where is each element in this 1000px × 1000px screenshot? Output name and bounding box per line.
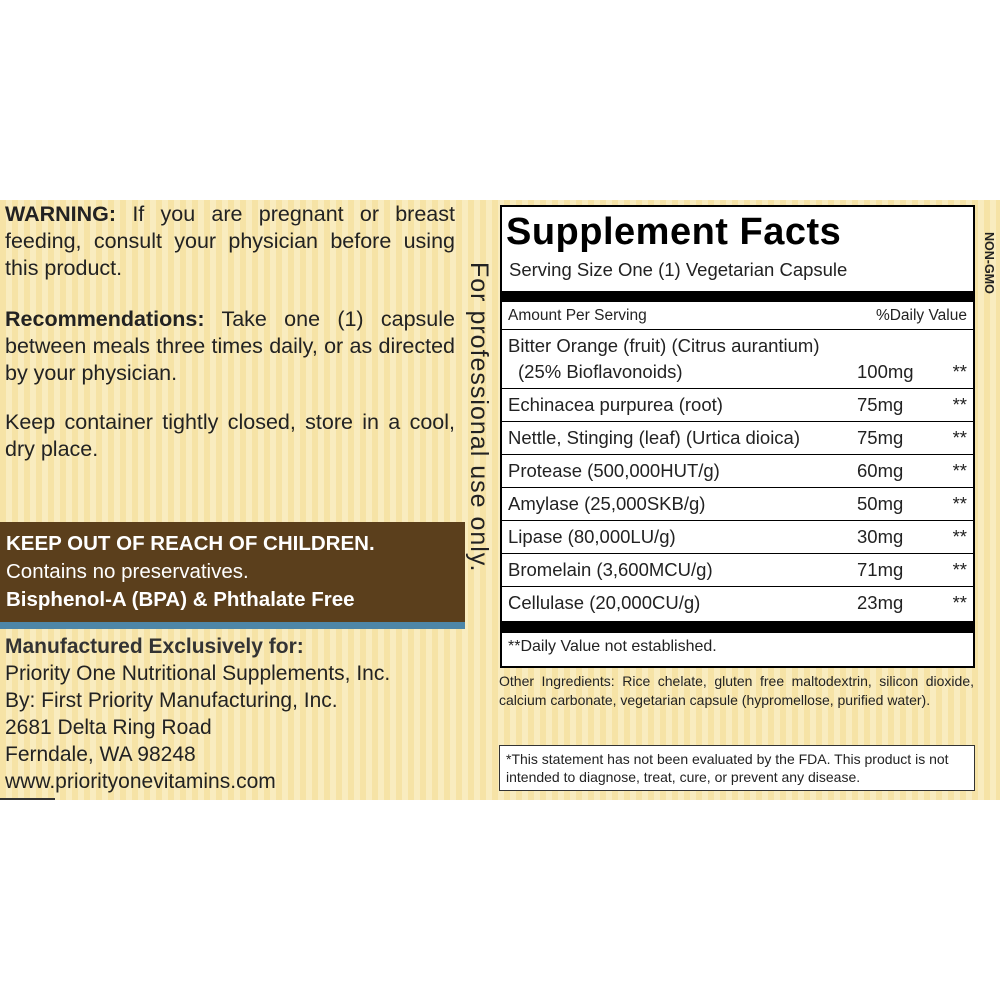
fda-statement: *This statement has not been evaluated b…: [499, 745, 975, 791]
ingredient-name: Bitter Orange (fruit) (Citrus aurantium)…: [508, 333, 857, 385]
facts-row: Echinacea purpurea (root) 75mg **: [502, 388, 973, 421]
ingredient-line: Bitter Orange (fruit) (Citrus aurantium): [508, 335, 820, 356]
ingredient-amount: 71mg: [857, 559, 904, 580]
warning: WARNING: If you are pregnant or breast f…: [5, 201, 455, 282]
band-line: KEEP OUT OF REACH OF CHILDREN.: [6, 532, 375, 555]
ingredient-name: Protease (500,000HUT/g): [508, 458, 857, 484]
ingredient-name: Bromelain (3,600MCU/g): [508, 557, 857, 583]
thick-bar: [502, 291, 973, 302]
other-ingredients: Other Ingredients: Rice chelate, gluten …: [499, 673, 974, 708]
children-band: KEEP OUT OF REACH OF CHILDREN. Contains …: [0, 522, 465, 622]
storage: Keep container tightly closed, store in …: [5, 410, 455, 461]
band-line: Bisphenol-A (BPA) & Phthalate Free: [6, 588, 355, 611]
facts-row: Bromelain (3,600MCU/g) 71mg **: [502, 553, 973, 586]
ingredient-dv: **: [952, 592, 967, 613]
ingredient-amount: 30mg: [857, 526, 904, 547]
manufacturer-line: By: First Priority Manufacturing, Inc.: [5, 689, 338, 712]
facts-row: Protease (500,000HUT/g) 60mg **: [502, 454, 973, 487]
ingredient-amount: 100mg: [857, 361, 914, 382]
ingredient-amount: 75mg: [857, 427, 904, 448]
warning-text: If you are pregnant or breast feeding, c…: [5, 202, 455, 280]
manufacturer-line: Priority One Nutritional Supplements, In…: [5, 662, 391, 685]
recommendations: Recommendations: Take one (1) capsule be…: [5, 306, 455, 387]
ingredient-line: Protease (500,000HUT/g): [508, 460, 720, 481]
ingredient-name: Nettle, Stinging (leaf) (Urtica dioica): [508, 425, 857, 451]
ingredient-name: Echinacea purpurea (root): [508, 392, 857, 418]
ingredient-name: Amylase (25,000SKB/g): [508, 491, 857, 517]
ingredient-dv: **: [952, 559, 967, 580]
warning-label: WARNING:: [5, 202, 117, 226]
edge-line: [0, 798, 55, 800]
facts-title: Supplement Facts: [506, 211, 842, 253]
header-amount: Amount Per Serving: [508, 307, 647, 324]
serving-size: Serving Size One (1) Vegetarian Capsule: [509, 259, 848, 280]
ingredient-dv: **: [952, 460, 967, 481]
facts-row: Bitter Orange (fruit) (Citrus aurantium)…: [502, 329, 973, 388]
ingredient-line: Bromelain (3,600MCU/g): [508, 559, 713, 580]
ingredient-line: Amylase (25,000SKB/g): [508, 493, 706, 514]
non-gmo: NON-GMO: [982, 232, 996, 294]
facts-rows: Bitter Orange (fruit) (Citrus aurantium)…: [502, 329, 973, 619]
ingredient-line: (25% Bioflavonoids): [518, 361, 683, 382]
ingredient-name: Cellulase (20,000CU/g): [508, 590, 857, 616]
header-daily-value: %Daily Value: [875, 307, 967, 324]
ingredient-name: Lipase (80,000LU/g): [508, 524, 857, 550]
ingredient-dv: **: [952, 526, 967, 547]
ingredient-amount: 75mg: [857, 394, 904, 415]
ingredient-amount: 23mg: [857, 592, 904, 613]
manufacturer: Manufactured Exclusively for: Priority O…: [5, 633, 390, 795]
ingredient-dv: **: [952, 493, 967, 514]
facts-row: Nettle, Stinging (leaf) (Urtica dioica) 7…: [502, 421, 973, 454]
facts-row: Amylase (25,000SKB/g) 50mg **: [502, 487, 973, 520]
supplement-facts: Supplement Facts Serving Size One (1) Ve…: [500, 205, 975, 668]
ingredient-line: Cellulase (20,000CU/g): [508, 592, 701, 613]
recommendations-text: Take one (1) capsule between meals three…: [5, 307, 455, 385]
blue-strip: [0, 622, 465, 629]
ingredient-dv: **: [952, 361, 967, 382]
ingredient-line: Echinacea purpurea (root): [508, 394, 723, 415]
ingredient-line: Nettle, Stinging (leaf) (Urtica dioica): [508, 427, 800, 448]
manufacturer-line: 2681 Delta Ring Road: [5, 716, 212, 739]
thick-bar: [502, 621, 973, 633]
recommendations-label: Recommendations:: [5, 307, 205, 331]
manufacturer-heading: Manufactured Exclusively for:: [5, 635, 304, 658]
manufacturer-line: www.priorityonevitamins.com: [5, 770, 276, 793]
band-line: Contains no preservatives.: [6, 560, 249, 583]
vertical-note: For professional use only.: [465, 262, 493, 573]
facts-row: Cellulase (20,000CU/g) 23mg **: [502, 586, 973, 619]
ingredient-dv: **: [952, 427, 967, 448]
ingredient-line: Lipase (80,000LU/g): [508, 526, 676, 547]
manufacturer-line: Ferndale, WA 98248: [5, 743, 196, 766]
ingredient-amount: 50mg: [857, 493, 904, 514]
facts-row: Lipase (80,000LU/g) 30mg **: [502, 520, 973, 553]
ingredient-dv: **: [952, 394, 967, 415]
footnote: **Daily Value not established.: [508, 638, 717, 655]
ingredient-amount: 60mg: [857, 460, 904, 481]
facts-header: Amount Per Serving %Daily Value: [502, 302, 973, 329]
